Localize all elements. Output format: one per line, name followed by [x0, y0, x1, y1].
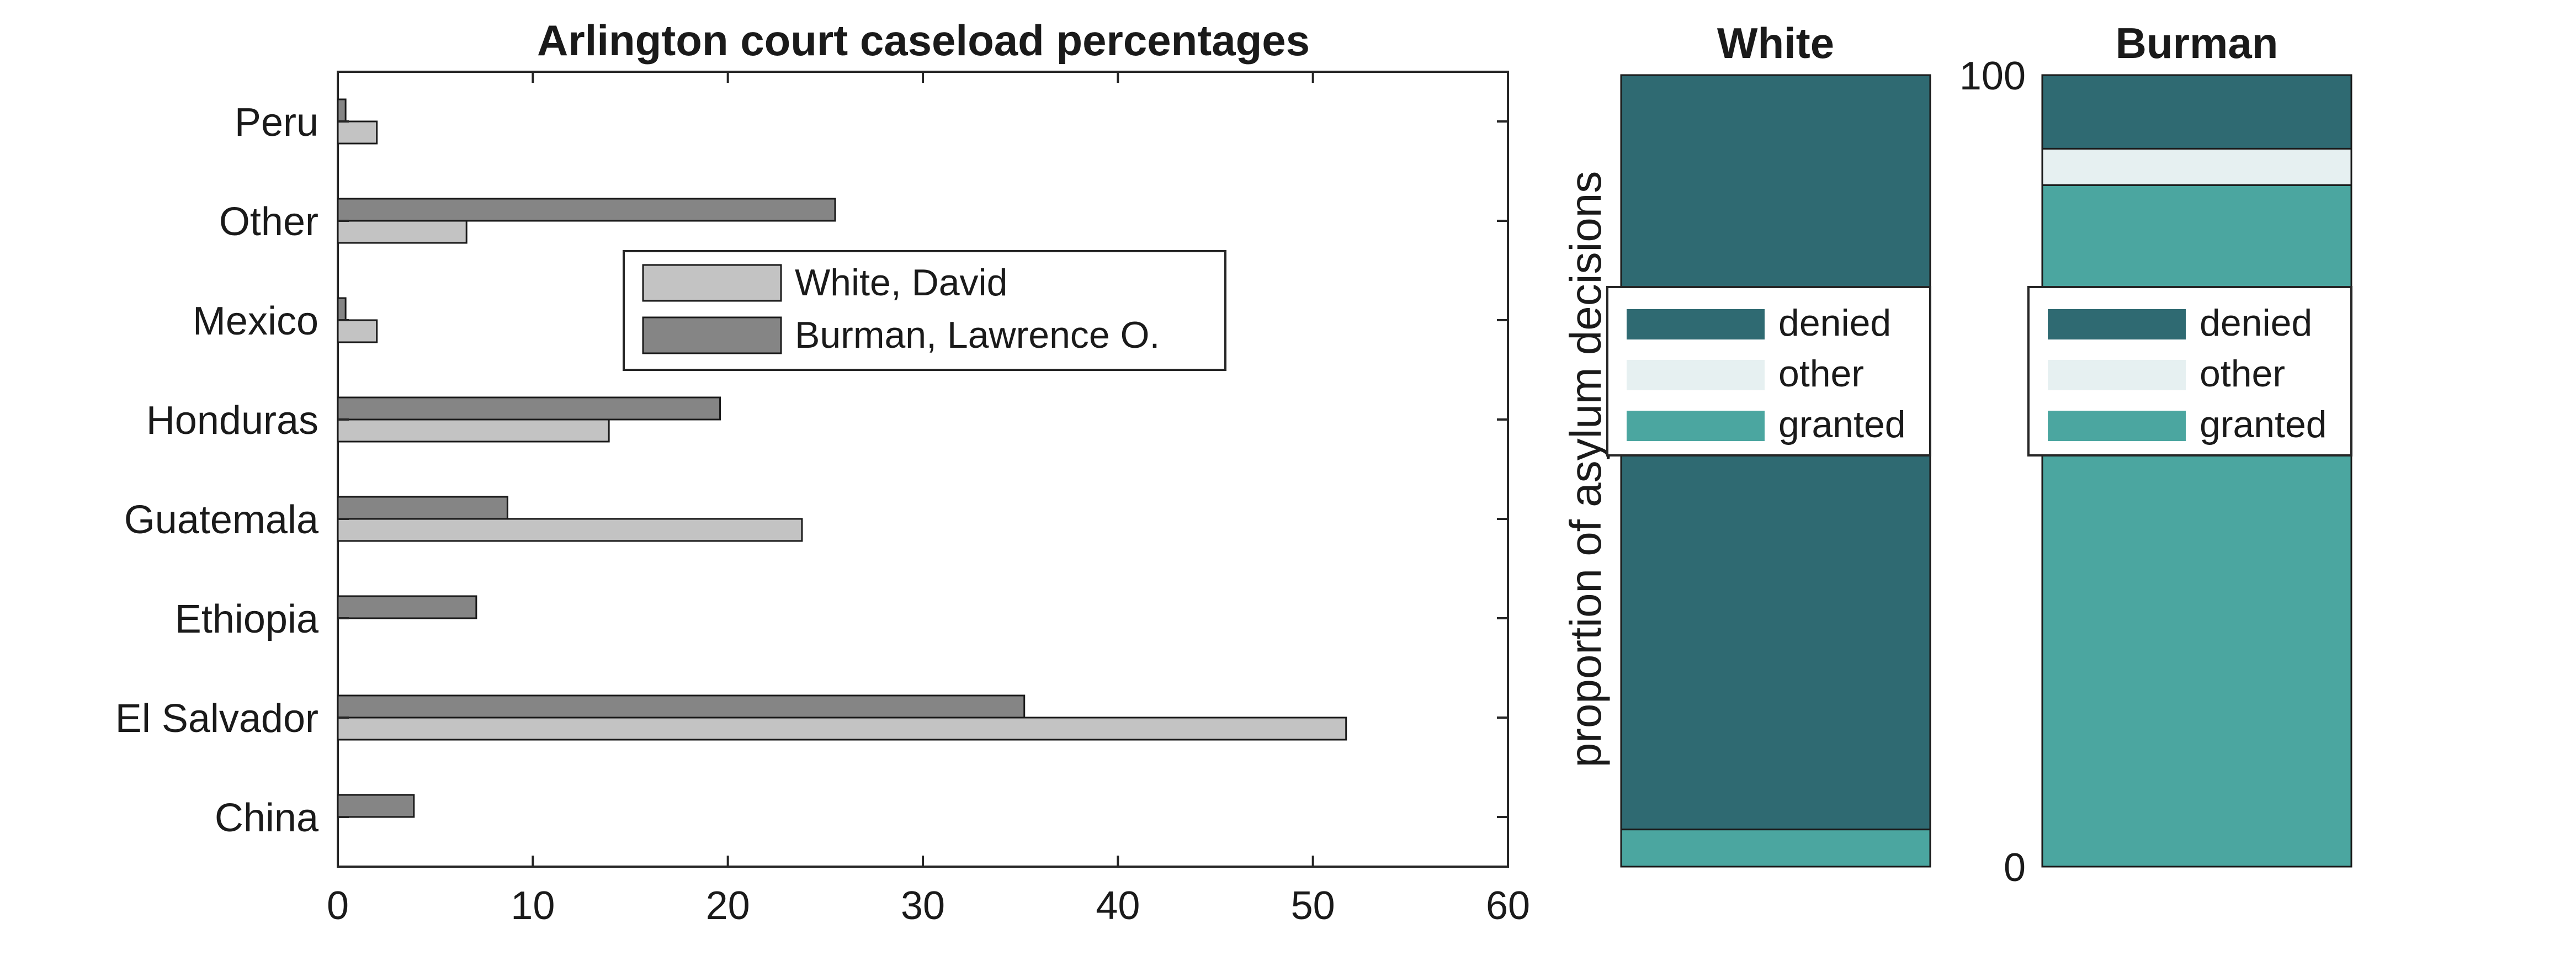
bar-burman-lawrence-o-guatemala	[337, 496, 508, 520]
legend-label-other: other	[1778, 353, 1864, 395]
bar-burman-lawrence-o-el-salvador	[337, 694, 1026, 719]
bar-burman-lawrence-o-peru	[337, 98, 347, 123]
segment-granted-white	[1620, 829, 1931, 868]
panel-white: White denied other granted	[1606, 19, 1931, 868]
bar-white-david-mexico	[337, 319, 378, 343]
legend-label-white-david: White, David	[795, 262, 1007, 304]
x-tick-label-50: 50	[1291, 884, 1335, 928]
legend-label-burman-lawrence-o: Burman, Lawrence O.	[795, 314, 1160, 356]
legend-swatch-white-david	[642, 264, 782, 302]
bar-white-david-other	[337, 220, 468, 244]
caseload-bar-chart: Arlington court caseload percentages Per…	[115, 16, 1530, 928]
legend-swatch-granted	[1627, 411, 1765, 441]
category-label-el-salvador: El Salvador	[115, 697, 318, 741]
bar-white-david-honduras	[337, 418, 610, 443]
category-label-guatemala: Guatemala	[124, 498, 319, 542]
bar-white-david-el-salvador	[337, 716, 1347, 741]
bar-burman-lawrence-o-china	[337, 794, 415, 818]
x-tick-label-60: 60	[1486, 884, 1530, 928]
legend-label-other: other	[2200, 353, 2285, 395]
y-axis-label: proportion of asylum decisions	[1561, 171, 1610, 768]
category-label-peru: Peru	[235, 100, 318, 145]
y-tick-label-0: 0	[2004, 846, 2026, 890]
panel-burman: Burman denied other granted	[2027, 19, 2352, 868]
y-tick-label-100: 100	[1959, 54, 2026, 98]
legend-swatch-granted	[2048, 411, 2186, 441]
x-tick-label-20: 20	[706, 884, 750, 928]
plot-area-frame	[337, 71, 1509, 868]
panel-title-burman: Burman	[2116, 19, 2278, 67]
x-tick-label-40: 40	[1096, 884, 1140, 928]
chart-title: Arlington court caseload percentages	[537, 16, 1310, 65]
x-tick-label-30: 30	[901, 884, 945, 928]
legend-label-granted: granted	[2200, 404, 2327, 445]
bar-white-david-peru	[337, 120, 378, 145]
x-tick-label-0: 0	[327, 884, 349, 928]
category-label-china: China	[215, 796, 319, 840]
category-label-honduras: Honduras	[146, 399, 318, 443]
bar-burman-lawrence-o-honduras	[337, 396, 721, 421]
legend-swatch-burman-lawrence-o	[642, 316, 782, 354]
legend-swatch-other	[1627, 360, 1765, 390]
legend-swatch-denied	[2048, 309, 2186, 339]
legend-swatch-other	[2048, 360, 2186, 390]
category-label-ethiopia: Ethiopia	[175, 597, 319, 641]
category-label-other: Other	[219, 200, 318, 244]
asylum-decision-panels: proportion of asylum decisions White deni…	[1561, 19, 2352, 890]
legend: White, David Burman, Lawrence O.	[623, 250, 1226, 371]
legend-label-denied: denied	[2200, 302, 2312, 344]
bars-group	[337, 98, 1347, 818]
bar-white-david-guatemala	[337, 518, 803, 542]
bar-burman-lawrence-o-mexico	[337, 297, 347, 321]
segment-other-burman	[2041, 147, 2352, 186]
legend-label-denied: denied	[1778, 302, 1891, 344]
legend-swatch-denied	[1627, 309, 1765, 339]
legend-label-granted: granted	[1778, 404, 1906, 445]
category-labels: Peru Other Mexico Honduras Guatemala Ethiopia…	[115, 100, 1508, 840]
x-tick-label-10: 10	[511, 884, 555, 928]
bar-burman-lawrence-o-ethiopia	[337, 595, 477, 619]
x-axis-ticks: 0 10 20 30 40 50 60	[327, 72, 1530, 928]
y-axis-ticks: 0 100	[1959, 54, 2026, 890]
panel-title-white: White	[1717, 19, 1834, 67]
category-label-mexico: Mexico	[193, 299, 318, 343]
bar-burman-lawrence-o-other	[337, 198, 836, 222]
segment-denied-burman	[2041, 74, 2352, 150]
